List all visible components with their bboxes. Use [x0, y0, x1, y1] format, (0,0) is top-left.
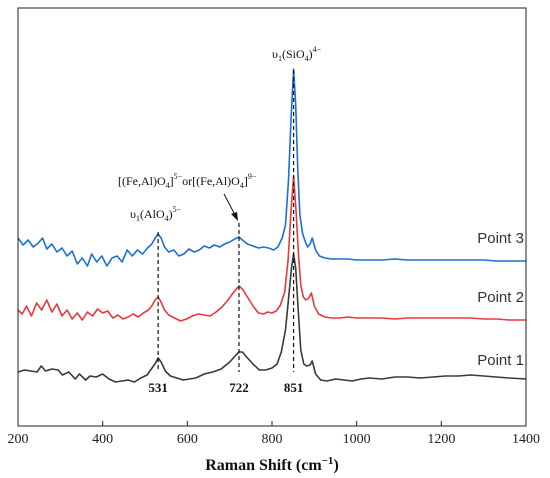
annotation-alo4: υ1(AlO4)5− — [130, 205, 182, 223]
series-label-3: Point 1 — [477, 352, 524, 369]
x-tick-label-200: 200 — [8, 432, 29, 447]
x-axis-label: Raman Shift (cm−1) — [205, 455, 339, 474]
x-tick-label-1200: 1200 — [427, 432, 455, 447]
x-tick-label-600: 600 — [177, 432, 198, 447]
plot-frame — [17, 7, 527, 427]
peak-label-851: 851 — [284, 380, 304, 395]
x-tick-label-1000: 1000 — [343, 432, 371, 447]
series-line-1 — [17, 253, 527, 383]
peak-label-531: 531 — [148, 380, 168, 395]
annotation-sio4: υ1(SiO4)4− — [272, 45, 322, 63]
annotation-feal-o4: [(Fe,Al)O4]5−or[(Fe,Al)O4]9− — [118, 172, 257, 190]
series-label-1: Point 3 — [477, 230, 524, 247]
x-tick-label-400: 400 — [92, 432, 113, 447]
series-layer — [17, 68, 527, 383]
series-line-2 — [17, 175, 526, 322]
series-line-3 — [17, 68, 526, 267]
series-labels: Point 3 Point 2 Point 1 — [477, 230, 524, 369]
x-tick-label-1400: 1400 — [512, 432, 540, 447]
x-tick-label-800: 800 — [262, 432, 283, 447]
peak-label-722: 722 — [229, 380, 249, 395]
annotation-arrow — [223, 193, 238, 221]
x-axis: 200 400 600 800 1000 1200 1400 — [8, 421, 540, 447]
peak-markers: 531 722 851 — [148, 70, 303, 395]
series-label-2: Point 2 — [477, 289, 524, 306]
